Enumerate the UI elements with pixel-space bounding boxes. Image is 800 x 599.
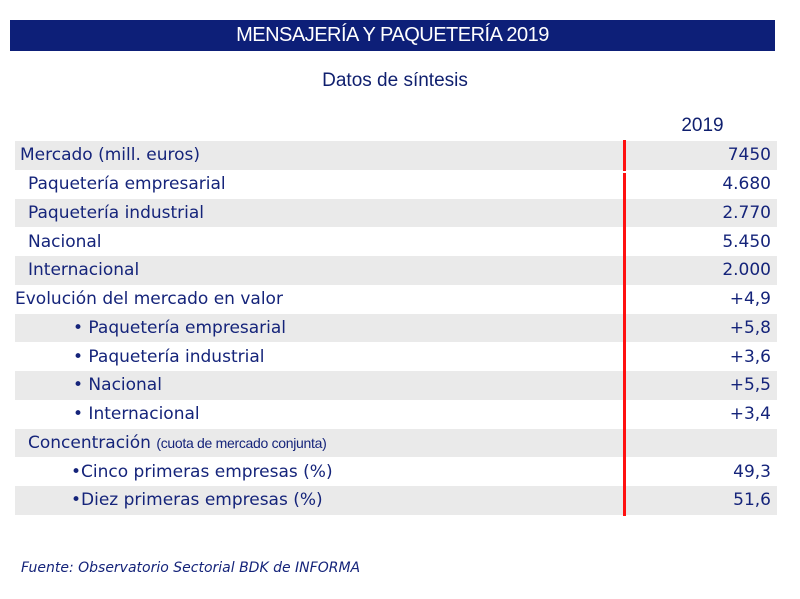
row-label: Paquetería industrial: [28, 202, 205, 223]
row-value: +5,8: [729, 317, 771, 338]
column-divider-top: [623, 140, 626, 171]
row-value: +3,6: [729, 346, 771, 367]
table-row: • Paquetería industrial +3,6: [15, 342, 777, 371]
row-value: 49,3: [733, 461, 771, 482]
row-value: 51,6: [733, 490, 771, 511]
table-row-evolution: Evolución del mercado en valor +4,9: [15, 285, 777, 314]
row-value: +5,5: [729, 375, 771, 396]
concentration-label: Concentración: [28, 432, 151, 453]
table-row: •Cinco primeras empresas (%) 49,3: [15, 457, 777, 486]
row-value: +4,9: [729, 289, 771, 310]
row-label: Mercado (mill. euros): [20, 145, 201, 166]
row-label: Paquetería empresarial: [28, 174, 226, 195]
table-row: • Paquetería empresarial +5,8: [15, 313, 777, 343]
row-label: • Nacional: [73, 375, 162, 396]
table-row: Internacional 2.000: [15, 256, 777, 285]
table-row: • Nacional +5,5: [15, 371, 777, 400]
summary-table: Mercado (mill. euros) 7450 Paquetería em…: [15, 141, 777, 515]
row-label: Evolución del mercado en valor: [15, 289, 283, 310]
column-header-year: 2019: [681, 115, 724, 136]
row-value: 7450: [727, 145, 771, 166]
subtitle: Datos de síntesis: [322, 70, 468, 91]
table-row: •Diez primeras empresas (%) 51,6: [15, 486, 777, 515]
table-row: • Internacional +3,4: [15, 400, 777, 429]
row-value: +3,4: [729, 404, 771, 425]
title-banner: MENSAJERÍA Y PAQUETERÍA 2019: [10, 20, 775, 51]
concentration-note: (cuota de mercado conjunta): [156, 434, 327, 451]
source-note: Fuente: Observatorio Sectorial BDK de IN…: [21, 560, 361, 576]
row-label: • Paquetería industrial: [73, 346, 265, 367]
row-label: • Paquetería empresarial: [73, 317, 287, 338]
row-label: • Internacional: [73, 404, 200, 425]
table-row: Nacional 5.450: [15, 227, 777, 256]
row-label: Internacional: [28, 260, 140, 281]
row-label: Concentración (cuota de mercado conjunta…: [15, 433, 621, 453]
table-row-concentration: Concentración (cuota de mercado conjunta…: [15, 428, 777, 458]
row-value: 5.450: [722, 231, 771, 252]
column-divider: [623, 173, 626, 516]
row-label: •Cinco primeras empresas (%): [71, 461, 333, 482]
row-label: •Diez primeras empresas (%): [71, 490, 323, 511]
row-value: 4.680: [722, 174, 771, 195]
row-value: 2.770: [722, 202, 771, 223]
table-row-market: Mercado (mill. euros) 7450: [15, 141, 777, 170]
table-row: Paquetería empresarial 4.680: [15, 170, 777, 199]
row-value: 2.000: [722, 260, 771, 281]
row-label: Nacional: [28, 231, 102, 252]
table-row: Paquetería industrial 2.770: [15, 198, 777, 228]
